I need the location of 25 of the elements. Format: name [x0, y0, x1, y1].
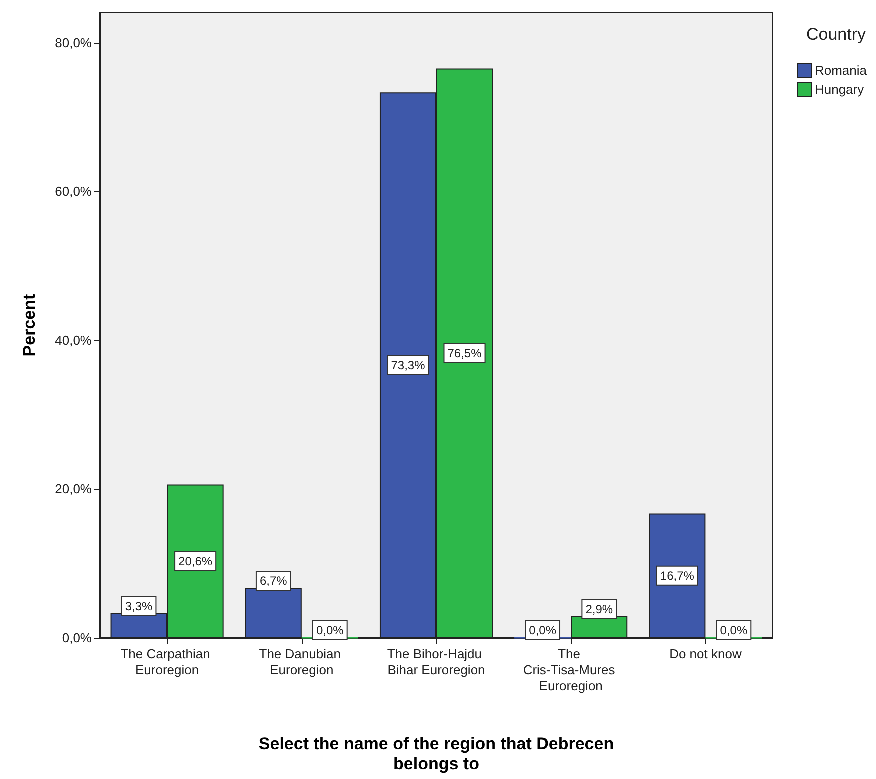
data-label: 73,3% — [391, 358, 426, 372]
y-tick-label: 20,0% — [55, 482, 92, 497]
y-tick-label: 0,0% — [62, 630, 92, 646]
data-label: 76,5% — [448, 346, 482, 360]
data-label: 6,7% — [260, 574, 288, 588]
y-tick-label: 80,0% — [55, 35, 92, 50]
data-label: 0,0% — [720, 623, 748, 638]
data-label: 3,3% — [125, 599, 154, 614]
data-label: 20,6% — [178, 554, 213, 568]
data-label: 2,9% — [586, 602, 614, 616]
legend-label: Romania — [814, 63, 868, 78]
x-tick-label: The Danubian Euroregion — [259, 646, 345, 678]
x-tick-label: The Carpathian Euroregion — [120, 646, 214, 678]
data-label: 16,7% — [660, 568, 695, 583]
legend-label: Hungary — [814, 82, 865, 97]
x-tick-label: Do not know — [670, 646, 742, 662]
x-axis-title: Select the name of the region that Debrecen belongs to — [258, 734, 614, 774]
y-tick-label: 40,0% — [55, 332, 92, 348]
data-label: 0,0% — [529, 623, 557, 638]
y-tick-label: 60,0% — [55, 184, 92, 200]
x-tick-label: The Bihor-Hajdu Bihar Euroregion — [387, 646, 486, 678]
legend-title: Country — [806, 25, 866, 44]
data-label: 0,0% — [316, 623, 344, 638]
x-tick-label: The Cris-Tisa-Mures Euroregion — [523, 646, 619, 694]
y-axis-title: Percent — [20, 294, 39, 357]
